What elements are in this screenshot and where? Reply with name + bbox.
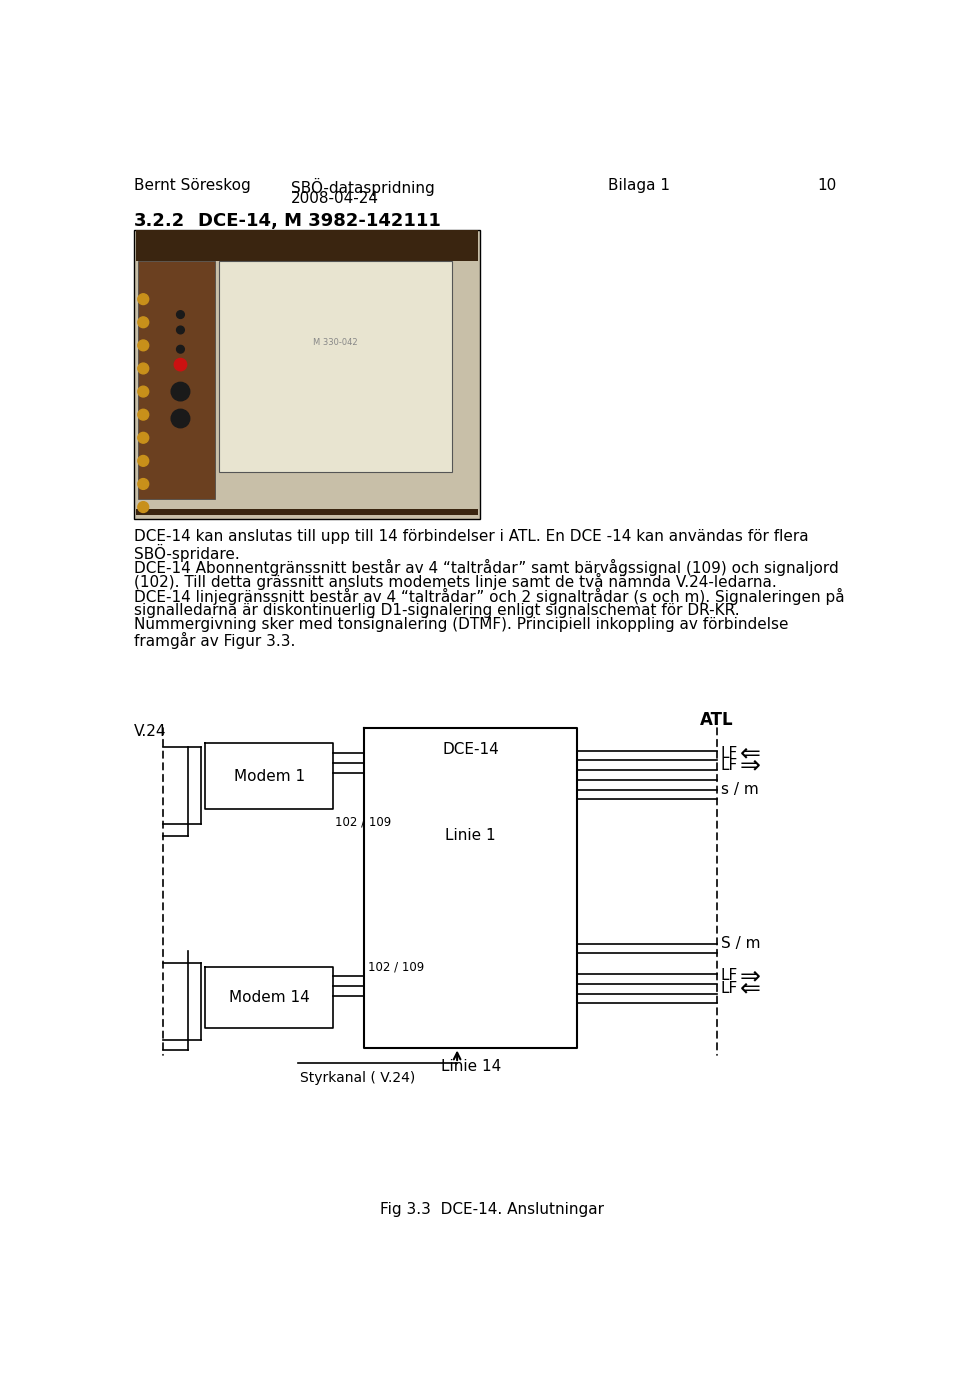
Text: Styrkanal ( V.24): Styrkanal ( V.24): [300, 1070, 415, 1084]
Text: Modem 1: Modem 1: [233, 769, 304, 784]
Circle shape: [177, 346, 184, 353]
Text: ATL: ATL: [700, 711, 733, 729]
Text: framgår av Figur 3.3.: framgår av Figur 3.3.: [134, 632, 296, 649]
Circle shape: [138, 340, 149, 351]
Text: DCE-14: DCE-14: [443, 741, 499, 757]
Text: 10: 10: [818, 177, 837, 192]
Circle shape: [171, 382, 190, 401]
Text: Linie 14: Linie 14: [441, 1059, 501, 1075]
Text: ⇐: ⇐: [740, 976, 761, 1000]
Text: 102 / 109: 102 / 109: [368, 961, 424, 974]
Text: V.24: V.24: [134, 725, 166, 739]
Text: DCE-14 Abonnentgränssnitt består av 4 “taltrådar” samt bärvågssignal (109) och s: DCE-14 Abonnentgränssnitt består av 4 “t…: [134, 559, 839, 575]
Bar: [219, 260, 452, 473]
Text: DCE-14, M 3982-142111: DCE-14, M 3982-142111: [198, 212, 441, 230]
Text: Linie 1: Linie 1: [445, 828, 496, 844]
Circle shape: [175, 358, 186, 371]
Text: S / m: S / m: [721, 936, 760, 952]
Text: LF: LF: [721, 981, 738, 996]
Circle shape: [138, 433, 149, 443]
Text: signalledarna är diskontinuerlig D1-signalering enligt signalschemat för DR-KR.: signalledarna är diskontinuerlig D1-sign…: [134, 603, 739, 618]
Bar: [134, 230, 480, 519]
Text: ⇒: ⇒: [740, 964, 761, 987]
Text: ⇒: ⇒: [740, 752, 761, 777]
Circle shape: [138, 317, 149, 328]
Circle shape: [177, 326, 184, 333]
Text: Bilaga 1: Bilaga 1: [609, 177, 670, 192]
Circle shape: [138, 364, 149, 373]
Circle shape: [138, 386, 149, 397]
Text: LF: LF: [721, 758, 738, 773]
Circle shape: [138, 409, 149, 420]
Bar: [136, 230, 478, 260]
Text: LF: LF: [721, 968, 738, 983]
Bar: [136, 509, 478, 514]
Text: Bernt Söreskog: Bernt Söreskog: [134, 177, 251, 192]
Text: LF: LF: [721, 745, 738, 761]
Text: Nummergivning sker med tonsignalering (DTMF). Principiell inkoppling av förbinde: Nummergivning sker med tonsignalering (D…: [134, 617, 788, 632]
Circle shape: [138, 502, 149, 513]
Text: DCE-14 kan anslutas till upp till 14 förbindelser i ATL. En DCE -14 kan användas: DCE-14 kan anslutas till upp till 14 för…: [134, 530, 808, 545]
Text: 2008-04-24: 2008-04-24: [291, 191, 378, 206]
Circle shape: [177, 311, 184, 318]
Text: SBÖ-dataspridning: SBÖ-dataspridning: [291, 177, 434, 195]
Circle shape: [138, 479, 149, 490]
Text: Modem 14: Modem 14: [228, 990, 309, 1005]
Text: Fig 3.3  DCE-14. Anslutningar: Fig 3.3 DCE-14. Anslutningar: [380, 1202, 604, 1217]
Text: M 330-042: M 330-042: [313, 337, 358, 347]
Circle shape: [138, 455, 149, 466]
Text: SBÖ-spridare.: SBÖ-spridare.: [134, 544, 240, 561]
Circle shape: [138, 293, 149, 304]
Text: (102). Till detta grässnitt ansluts modemets linje samt de två nämnda V.24-ledar: (102). Till detta grässnitt ansluts mode…: [134, 574, 777, 591]
Text: s / m: s / m: [721, 783, 758, 797]
Bar: [138, 260, 215, 499]
Text: 3.2.2: 3.2.2: [134, 212, 185, 230]
Text: DCE-14 linjegränssnitt består av 4 “taltrådar” och 2 signaltrådar (s och m). Sig: DCE-14 linjegränssnitt består av 4 “talt…: [134, 588, 845, 604]
Text: 102 / 109: 102 / 109: [335, 815, 392, 828]
Text: ⇐: ⇐: [740, 741, 761, 765]
Circle shape: [171, 409, 190, 427]
